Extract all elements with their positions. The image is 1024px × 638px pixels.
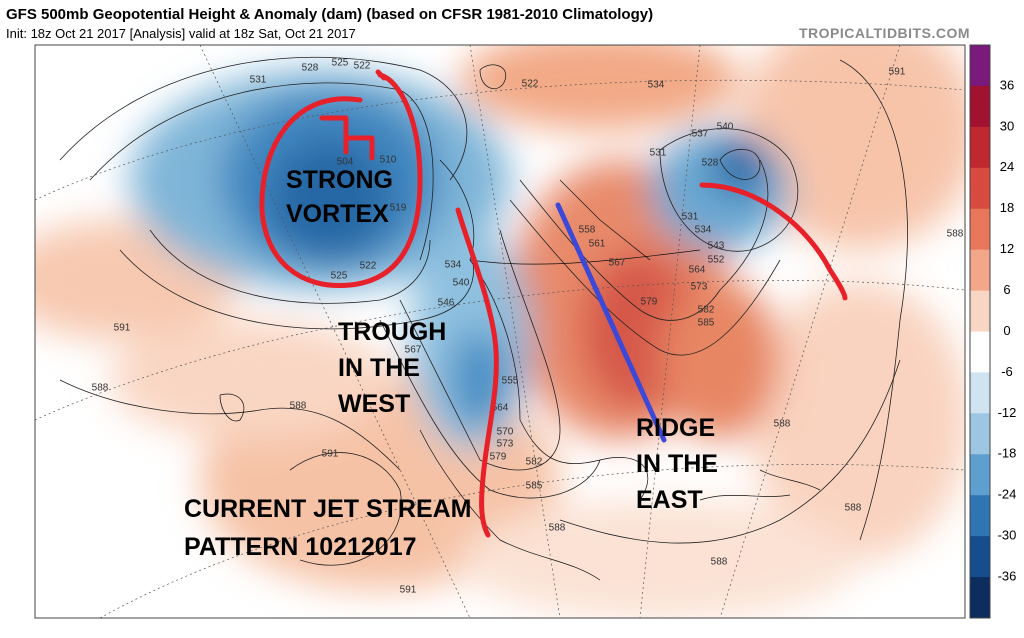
annotation: TROUGH (338, 318, 446, 346)
contour-label: 504 (337, 157, 354, 168)
contour-label: 519 (390, 203, 407, 214)
contours (59, 56, 908, 566)
contour-label: 531 (650, 148, 667, 159)
contour-label: 531 (682, 212, 699, 223)
colorbar-segment (970, 495, 990, 537)
contour-label: 534 (648, 80, 665, 91)
site: TROPICALTIDBITS.COM (799, 25, 970, 41)
annotations: STRONG VORTEX TROUGH IN THE WEST RIDGE IN THE E… (184, 166, 718, 561)
colorbar-segment (970, 413, 990, 455)
contour-label: 582 (526, 457, 543, 468)
contour-label: 561 (589, 239, 606, 250)
colorbar-label: 12 (1000, 241, 1014, 256)
contour-label: 522 (360, 261, 377, 272)
contour-label: 558 (579, 225, 596, 236)
annotation: IN THE (636, 450, 718, 478)
colorbar-segment (970, 85, 990, 128)
colorbar-segment (970, 167, 990, 210)
colorbar: 36 30 24 18 12 6 0 -6 -12 -18 -24 -30 -36 (969, 44, 1017, 619)
title: GFS 500mb Geopotential Height & Anomaly … (6, 6, 653, 23)
colorbar-label: -24 (998, 487, 1017, 502)
contour-label: 528 (302, 63, 319, 74)
colorbar-segment (970, 454, 990, 496)
colorbar-label: 24 (1000, 159, 1014, 174)
colorbar-label: -12 (998, 405, 1017, 420)
contour-label: 591 (400, 585, 417, 596)
subtitle: Init: 18z Oct 21 2017 [Analysis] valid a… (6, 26, 356, 41)
contour-label: 579 (641, 297, 658, 308)
contour-label: 555 (502, 376, 519, 387)
contour-label: 528 (702, 158, 719, 169)
colorbar-segment (970, 331, 990, 373)
annotation-marks (259, 69, 848, 538)
contour-label: 531 (250, 75, 267, 86)
annotation: STRONG (286, 166, 393, 194)
contour-label: 522 (522, 79, 539, 90)
contour-label: 582 (698, 305, 715, 316)
colorbar-segment (970, 249, 990, 292)
annotation: PATTERN 10212017 (184, 533, 417, 561)
contour-label: 567 (609, 258, 626, 269)
contour-label: 543 (708, 241, 725, 252)
colorbar-label: 36 (1000, 77, 1014, 92)
contour-label: 588 (290, 401, 307, 412)
contour-label: 546 (438, 298, 455, 309)
contour-label: 579 (490, 452, 507, 463)
colorbar-label: -36 (998, 569, 1017, 584)
contour-label: 567 (405, 345, 422, 356)
colorbar-segment (970, 577, 990, 619)
contour-label: 588 (774, 419, 791, 430)
contour-label: 591 (322, 449, 339, 460)
contour-label: 564 (689, 265, 706, 276)
colorbar-label: -30 (998, 528, 1017, 543)
contour-label: 573 (497, 439, 514, 450)
contour-label: 588 (845, 503, 862, 514)
colorbar-label: -18 (998, 446, 1017, 461)
contour-label: 588 (92, 383, 109, 394)
contour-label: 552 (708, 255, 725, 266)
contour-label: 525 (332, 58, 349, 69)
contour-label: 540 (453, 278, 470, 289)
contour-label: 591 (114, 323, 131, 334)
contour-label: 573 (691, 282, 708, 293)
map-frame (34, 44, 966, 619)
graticule (35, 45, 965, 618)
contour-label: 522 (354, 61, 371, 72)
contour-label: 585 (526, 481, 543, 492)
contour-label: 588 (549, 523, 566, 534)
contour-label: 591 (889, 67, 906, 78)
colorbar-label: 6 (1003, 282, 1010, 297)
contour-label: 525 (331, 271, 348, 282)
annotation: CURRENT JET STREAM (184, 495, 472, 523)
contour-label: 588 (711, 557, 728, 568)
annotation: WEST (338, 390, 410, 418)
contour-label: 588 (947, 229, 964, 240)
colorbar-label: 30 (1000, 118, 1014, 133)
colorbar-label: -6 (1001, 364, 1013, 379)
colorbar-segment (970, 126, 990, 169)
contour-label: 537 (692, 129, 709, 140)
annotation: VORTEX (286, 200, 389, 228)
contour-label: 564 (492, 403, 509, 414)
colorbar-segment (970, 45, 990, 87)
contour-label: 534 (445, 260, 462, 271)
annotation: IN THE (338, 354, 420, 382)
annotation: RIDGE (636, 414, 715, 442)
colorbar-segment (970, 372, 990, 414)
contour-label: 585 (698, 318, 715, 329)
annotation: EAST (636, 486, 703, 514)
colorbar-frame (969, 44, 991, 619)
contour-label: 540 (717, 122, 734, 133)
colorbar-label: 0 (1003, 323, 1010, 338)
contour-label: 570 (497, 427, 514, 438)
contour-label: 510 (380, 155, 397, 166)
contour-label: 534 (695, 225, 712, 236)
colorbar-segment (970, 290, 990, 332)
colorbar-segment (970, 208, 990, 251)
colorbar-label: 18 (1000, 200, 1014, 215)
colorbar-segment (970, 536, 990, 578)
